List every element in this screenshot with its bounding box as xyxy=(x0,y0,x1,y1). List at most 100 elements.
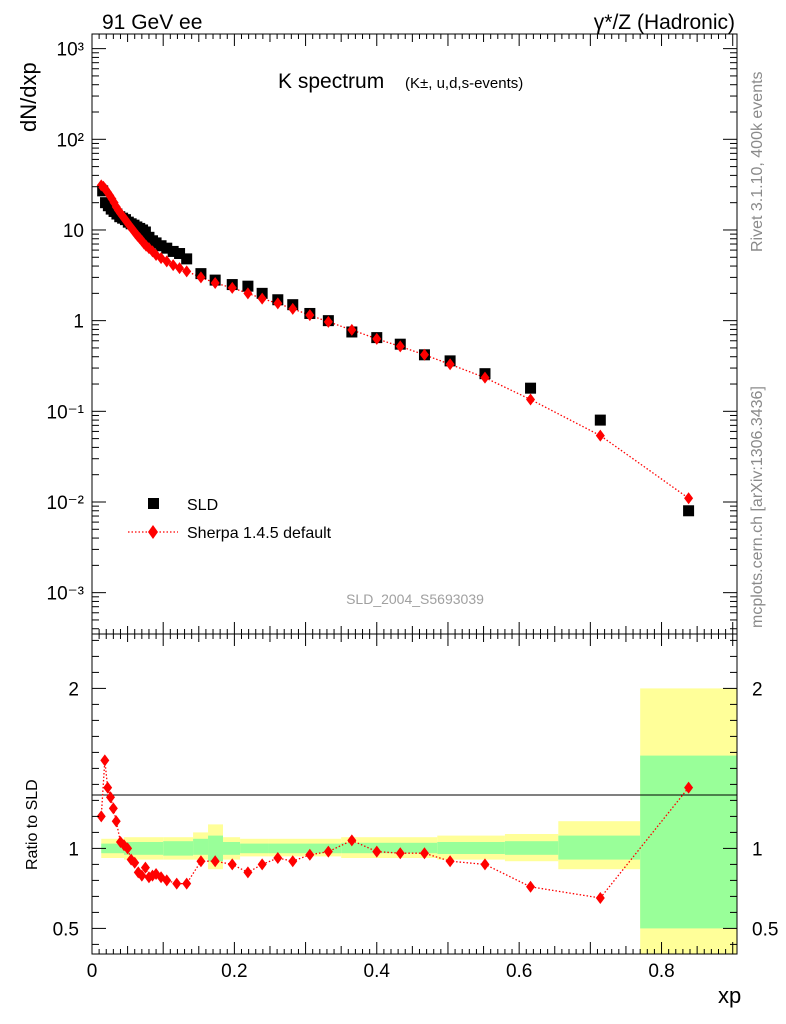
sld-data-point xyxy=(155,240,167,252)
ratio-data-point xyxy=(106,791,116,804)
x-tick-label: 0 xyxy=(87,961,98,982)
ratio-data-point xyxy=(257,858,267,871)
ratio-y-tick-label-right: 0.5 xyxy=(752,919,778,940)
x-axis-label-text: xp xyxy=(718,983,741,1008)
sherpa-data-point xyxy=(526,393,536,406)
header-left-label: 91 GeV ee xyxy=(102,11,202,34)
main-y-tick-label: 10³ xyxy=(57,40,84,61)
sld-data-point xyxy=(242,280,254,292)
ratio-band-inner xyxy=(208,835,223,862)
ratio-data-point xyxy=(172,877,182,890)
main-y-axis-label: dN/dxp xyxy=(16,62,41,132)
ratio-band-inner xyxy=(240,843,269,854)
sherpa-data-point xyxy=(196,271,206,284)
ratio-data-point xyxy=(103,781,113,794)
sld-data-point xyxy=(174,248,186,260)
sherpa-data-point xyxy=(257,292,267,305)
x-tick-label: 0.8 xyxy=(648,961,674,982)
sherpa-data-point xyxy=(288,302,298,315)
sld-data-point xyxy=(594,414,606,426)
ratio-frame xyxy=(91,633,738,955)
ratio-y-tick-label-right: 2 xyxy=(752,679,763,700)
ratio-data-point xyxy=(243,866,253,879)
main-y-tick-label: 10 xyxy=(63,221,84,242)
source-text: mcplots.cern.ch [arXiv:1306.3436] xyxy=(749,386,766,628)
header-right-label: γ*/Z (Hadronic) xyxy=(594,11,735,34)
ratio-data-point xyxy=(162,874,172,887)
chart-title: K spectrum xyxy=(278,70,384,93)
main-frame xyxy=(91,33,738,635)
main-y-tick-label: 10⁻¹ xyxy=(47,402,85,423)
ratio-data-point xyxy=(372,845,382,858)
main-y-tick-label: 10² xyxy=(57,130,84,151)
main-tick-labels: 10⁻³ 10⁻² 10⁻¹ 1 10 10² 10³ xyxy=(47,40,85,605)
analysis-watermark: SLD_2004_S5693039 xyxy=(346,591,484,607)
ratio-band-inner xyxy=(268,843,342,854)
sherpa-data-point xyxy=(243,287,253,300)
ratio-data-point xyxy=(273,852,283,864)
sherpa-data-point xyxy=(162,255,172,268)
ratio-y-tick-label: 1 xyxy=(68,839,79,860)
ratio-band-inner xyxy=(101,843,125,854)
ratio-panel: 0 0.2 0.4 0.6 0.8 0.5 0.5 1 1 2 2 Ratio to SLD xp xyxy=(24,633,779,1008)
sherpa-data-point xyxy=(210,277,220,290)
ratio-data-point xyxy=(395,847,405,860)
ratio-band-inner xyxy=(558,835,641,860)
sld-data-point xyxy=(181,253,193,265)
sherpa-data-point xyxy=(323,315,333,328)
ratio-data-point xyxy=(111,815,121,828)
ratio-band-inner xyxy=(341,842,438,854)
ratio-data-point xyxy=(108,802,118,815)
ratio-y-tick-label: 0.5 xyxy=(53,919,79,940)
x-tick-label: 0.6 xyxy=(506,961,532,982)
sherpa-data-point xyxy=(175,262,185,275)
ratio-data-point xyxy=(684,781,694,794)
sherpa-data-point xyxy=(305,309,315,322)
main-y-tick-label: 10⁻³ xyxy=(47,584,85,605)
main-axis-ticks xyxy=(91,34,737,634)
ratio-data-point xyxy=(445,855,455,868)
legend: SLD Sherpa 1.4.5 default xyxy=(128,497,332,542)
chart-subtitle: (K±, u,d,s-events) xyxy=(405,75,523,92)
ratio-uncertainty-bands xyxy=(101,688,737,954)
sld-data-point xyxy=(167,245,179,257)
ratio-data-point xyxy=(419,847,429,860)
ratio-data-point xyxy=(196,855,206,868)
x-tick-label: 0.4 xyxy=(364,961,391,982)
rivet-version-text: Rivet 3.1.10, 400k events xyxy=(749,71,766,252)
legend-sherpa-label: Sherpa 1.4.5 default xyxy=(187,525,332,542)
ratio-data-point xyxy=(227,858,237,871)
sherpa-data-point xyxy=(227,281,237,294)
ratio-axis-ticks xyxy=(91,634,737,954)
ratio-data-point xyxy=(347,834,357,847)
ratio-data-point xyxy=(323,845,333,858)
ratio-tick-labels: 0 0.2 0.4 0.6 0.8 0.5 0.5 1 1 2 2 xyxy=(53,679,779,982)
ratio-y-axis-label: Ratio to SLD xyxy=(24,779,41,870)
sherpa-data-point xyxy=(347,323,357,336)
ratio-band-inner xyxy=(504,841,559,855)
ratio-data-point xyxy=(288,855,298,868)
ratio-data-point xyxy=(480,858,490,871)
sherpa-data-point xyxy=(445,358,455,371)
sherpa-data-point xyxy=(273,297,283,310)
ratio-data-point xyxy=(305,848,315,861)
x-tick-label: 0.2 xyxy=(221,961,247,982)
ratio-data-point xyxy=(182,877,192,890)
main-series-points xyxy=(96,179,695,517)
ratio-band-inner xyxy=(222,842,241,855)
ratio-band-inner xyxy=(437,842,505,854)
ratio-data-point xyxy=(130,856,140,869)
main-panel: 10⁻³ 10⁻² 10⁻¹ 1 10 10² 10³ K spectrum (K±, u,… xyxy=(16,33,738,635)
ratio-data-point xyxy=(100,754,110,767)
ratio-data-point xyxy=(96,810,106,823)
sld-data-point xyxy=(525,382,537,394)
ratio-y-tick-label: 2 xyxy=(68,679,79,700)
sld-data-point xyxy=(683,505,695,517)
sherpa-data-point xyxy=(419,348,429,361)
ratio-band-inner xyxy=(163,841,194,856)
ratio-series-points xyxy=(96,754,694,904)
ratio-band-inner xyxy=(193,838,209,855)
ratio-data-point xyxy=(137,869,147,882)
sherpa-data-point xyxy=(595,429,605,442)
sherpa-data-point xyxy=(480,371,490,384)
